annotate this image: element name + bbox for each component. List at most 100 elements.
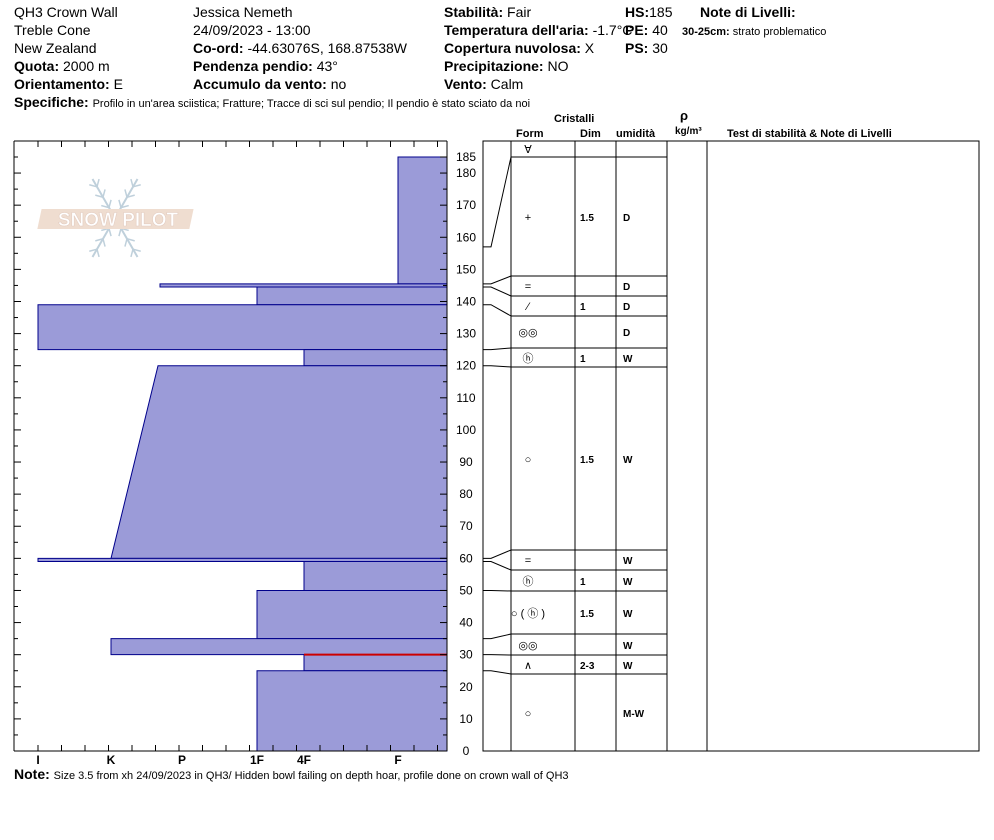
crystal-size-6: 1.5 [580, 455, 594, 466]
crystal-table: ∀ + 1.5 D = D ⁄ 1 D ◎◎ Dⓗ 1 W ○ 1.5 W = Wⓗ 1 W ○ ( ⓗ ) 1.5 W ◎◎… [482, 140, 980, 752]
crystal-size-1: 1.5 [580, 213, 594, 224]
crystals-header: Cristalli [554, 113, 595, 125]
crystal-moisture-2: D [623, 282, 630, 293]
air-temperature: Temperatura dell'aria: -1.7°C [444, 22, 632, 38]
crystal-size-11: 2-3 [580, 661, 595, 672]
snowflake-branch [150, 217, 158, 225]
depth-tick-label-170: 170 [456, 198, 476, 212]
hardness-tick-label-4F: 4F [297, 753, 311, 767]
snowflake-arm [114, 178, 139, 219]
crystal-size-5: 1 [580, 354, 586, 365]
snowflake-branch [89, 248, 98, 252]
tests-header: Test di stabilità & Note di Livelli [727, 128, 892, 140]
hs-label: HS: [625, 4, 650, 20]
pen: PE: 40 [625, 22, 668, 38]
crystal-size-8: 1 [580, 577, 586, 588]
snowflake-branch [89, 184, 98, 188]
pen-label: PE: [625, 22, 649, 38]
hardness-layer-11 [256, 670, 448, 752]
crystal-form-12: ○ [525, 708, 532, 720]
table-frame [482, 140, 980, 752]
snowflake-branch [138, 217, 146, 225]
layer-note: 30-25cm: strato problematico [682, 24, 826, 40]
layer-connector-5 [483, 365, 512, 368]
precipitation: Precipitazione: NO [444, 58, 568, 74]
layer-connector-3 [483, 304, 512, 317]
snowflake-branch [96, 217, 104, 225]
hardness-tick-label-1F: 1F [250, 753, 264, 767]
depth-tick-label-70: 70 [459, 519, 473, 533]
layer-notes-title: Note di Livelli: [700, 4, 796, 20]
snowflake-branch [150, 211, 158, 219]
depth-tick-label-120: 120 [456, 359, 476, 373]
layer-connector-0 [483, 156, 512, 248]
snowflake-branch [132, 184, 141, 188]
site-name: QH3 Crown Wall [14, 4, 118, 20]
footer-note-label: Note: [14, 766, 50, 782]
stability: Stabilità: Fair [444, 4, 531, 20]
snowflake-branch [124, 189, 128, 198]
snowflake-branch [124, 238, 128, 247]
depth-tick-label-100: 100 [456, 423, 476, 437]
coordinates: Co-ord: -44.63076S, 168.87538W [193, 40, 407, 56]
precip-label: Precipitazione: [444, 58, 544, 74]
crystal-moisture-4: D [623, 328, 630, 339]
snowflake-branch [102, 238, 106, 247]
depth-tick-label-90: 90 [459, 455, 473, 469]
crystal-form-2: = [525, 281, 531, 293]
moisture-header: umidità [616, 128, 656, 140]
depth-tick-label-0: 0 [463, 744, 470, 758]
hardness-layer-5 [110, 365, 448, 559]
layer-connector-4 [483, 347, 512, 351]
snowflake-branch [138, 211, 146, 219]
snowflake-branch [120, 204, 129, 209]
crystal-moisture-8: W [623, 577, 633, 588]
wind-loading-label: Accumulo da vento: [193, 76, 327, 92]
hardness-tick-label-I: I [36, 753, 39, 767]
ps: PS: 30 [625, 40, 668, 56]
cloud-label: Copertura nuvolosa: [444, 40, 581, 56]
elevation: Quota: 2000 m [14, 58, 110, 74]
depth-tick-label-130: 130 [456, 327, 476, 341]
size-header: Dim [580, 128, 601, 140]
crystal-size-3: 1 [580, 302, 586, 313]
elevation-value: 2000 m [63, 58, 110, 74]
rho-header: ρ [680, 108, 689, 123]
snowflake-branch [126, 194, 135, 198]
depth-tick-label-80: 80 [459, 487, 473, 501]
hardness-tick-label-K: K [107, 753, 116, 767]
snowflake-branch [126, 217, 134, 225]
hs-value: 185 [649, 4, 673, 20]
depth-tick-label-40: 40 [459, 616, 473, 630]
wind-label: Vento: [444, 76, 487, 92]
layer-connector-1 [483, 275, 512, 285]
depth-tick-label-50: 50 [459, 583, 473, 597]
crystal-moisture-3: D [623, 302, 630, 313]
snowflake-branch [96, 211, 104, 219]
wind: Vento: Calm [444, 76, 523, 92]
crystal-form-5: ⓗ [523, 352, 534, 365]
depth-tick-label-20: 20 [459, 680, 473, 694]
wind-loading-value: no [330, 76, 347, 92]
specifics-value: Profilo in un'area sciistica; Fratture; … [92, 98, 531, 110]
snowflake-branch [72, 211, 80, 219]
stability-label: Stabilità: [444, 4, 504, 20]
air-temp-value: -1.7°C [592, 22, 633, 38]
hardness-axis: I K P 1F 4F F [13, 140, 447, 767]
snowflake-branch [84, 211, 92, 219]
hs: HS:185 [625, 4, 672, 20]
footer-note-value: Size 3.5 from xh 24/09/2023 in QH3/ Hidd… [53, 770, 569, 782]
layer-connector-9 [483, 633, 512, 640]
depth-tick-label-150: 150 [456, 262, 476, 276]
precip-value: NO [547, 58, 569, 74]
depth-tick-label-10: 10 [459, 712, 473, 726]
snowflake-branch [126, 211, 134, 219]
crystal-form-0: ∀ [524, 144, 532, 156]
stability-value: Fair [507, 4, 532, 20]
slope: Pendenza pendio: 43° [193, 58, 338, 74]
snowflake-branch [84, 217, 92, 225]
hardness-layer-7 [303, 561, 448, 591]
hardness-layer-0 [397, 156, 448, 285]
snowflake-branch [102, 189, 106, 198]
